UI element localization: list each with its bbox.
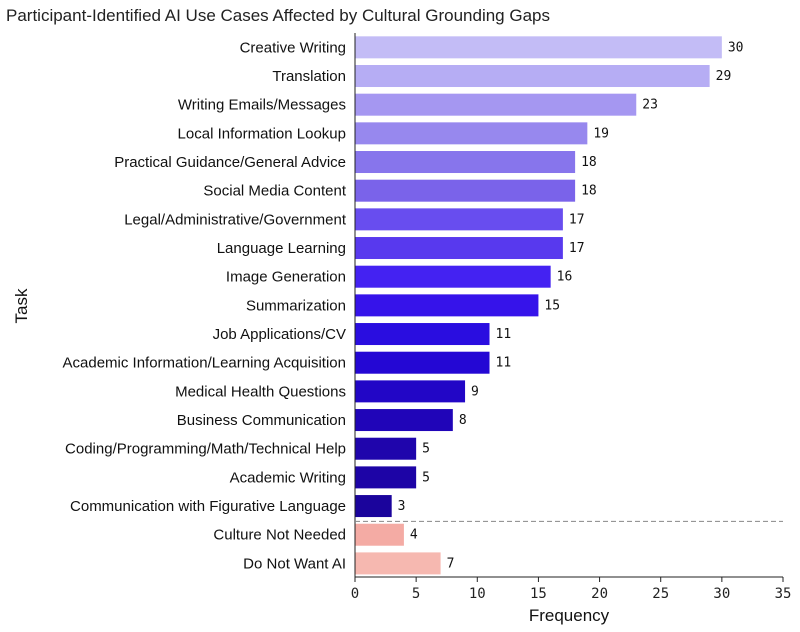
bar — [355, 65, 710, 88]
bar — [355, 294, 539, 317]
bar-value-label: 7 — [447, 556, 455, 571]
x-tick-label: 0 — [351, 586, 359, 602]
category-label: Coding/Programming/Math/Technical Help — [65, 441, 346, 458]
bar — [355, 495, 392, 518]
bar — [355, 351, 490, 374]
bar-value-label: 11 — [496, 327, 512, 342]
x-tick-label: 30 — [713, 586, 730, 602]
category-label: Writing Emails/Messages — [178, 97, 346, 114]
bar — [355, 93, 637, 116]
bar-value-label: 15 — [544, 298, 560, 313]
bar — [355, 523, 404, 546]
y-axis-title: Task — [12, 288, 31, 323]
category-label: Language Learning — [217, 240, 346, 257]
category-label: Image Generation — [226, 269, 346, 286]
bar — [355, 437, 417, 460]
bar — [355, 409, 453, 432]
category-label: Business Communication — [177, 412, 346, 429]
bars-layer: 30 Creative Writing 29 Translation 23 Writing… — [63, 36, 744, 575]
category-label: Do Not Want AI — [243, 555, 346, 572]
bar — [355, 151, 576, 174]
bar-value-label: 16 — [557, 270, 573, 285]
x-tick-label: 35 — [775, 586, 792, 602]
x-tick-label: 25 — [652, 586, 669, 602]
bar — [355, 466, 417, 489]
bar — [355, 36, 722, 59]
bar-value-label: 17 — [569, 241, 585, 256]
category-label: Communication with Figurative Language — [70, 498, 346, 515]
x-axis-title: Frequency — [529, 606, 610, 625]
bar-value-label: 11 — [496, 356, 512, 371]
bar — [355, 208, 563, 231]
category-label: Creative Writing — [240, 39, 346, 56]
category-label: Medical Health Questions — [175, 383, 346, 400]
category-label: Local Information Lookup — [178, 125, 346, 142]
chart-title: Participant-Identified AI Use Cases Affe… — [6, 6, 550, 25]
bar — [355, 122, 588, 145]
bar — [355, 179, 576, 202]
category-label: Translation — [272, 68, 346, 85]
bar — [355, 265, 551, 288]
bar — [355, 380, 466, 403]
bar-value-label: 5 — [422, 470, 430, 485]
category-label: Job Applications/CV — [213, 326, 346, 343]
category-label: Legal/Administrative/Government — [124, 211, 347, 228]
bar-value-label: 4 — [410, 528, 418, 543]
bar-value-label: 9 — [471, 384, 479, 399]
bar-value-label: 3 — [398, 499, 406, 514]
bar — [355, 323, 490, 346]
bar-value-label: 18 — [581, 184, 597, 199]
bar-value-label: 29 — [716, 69, 732, 84]
category-label: Culture Not Needed — [213, 527, 346, 544]
x-ticks: 0 5 10 15 20 25 30 35 — [351, 577, 792, 602]
bar-value-label: 8 — [459, 413, 467, 428]
x-tick-label: 10 — [469, 586, 486, 602]
category-label: Social Media Content — [203, 183, 346, 200]
bar — [355, 237, 563, 260]
x-tick-label: 15 — [530, 586, 547, 602]
x-tick-label: 5 — [412, 586, 420, 602]
bar-value-label: 19 — [593, 126, 609, 141]
category-label: Practical Guidance/General Advice — [114, 154, 346, 171]
bar-value-label: 18 — [581, 155, 597, 170]
bar-value-label: 23 — [642, 98, 658, 113]
bar — [355, 552, 441, 575]
category-label: Academic Information/Learning Acquisitio… — [63, 355, 347, 372]
x-tick-label: 20 — [591, 586, 608, 602]
bar-value-label: 17 — [569, 212, 585, 227]
bar-value-label: 5 — [422, 442, 430, 457]
category-label: Academic Writing — [230, 469, 346, 486]
bar-value-label: 30 — [728, 40, 744, 55]
category-label: Summarization — [246, 297, 346, 314]
